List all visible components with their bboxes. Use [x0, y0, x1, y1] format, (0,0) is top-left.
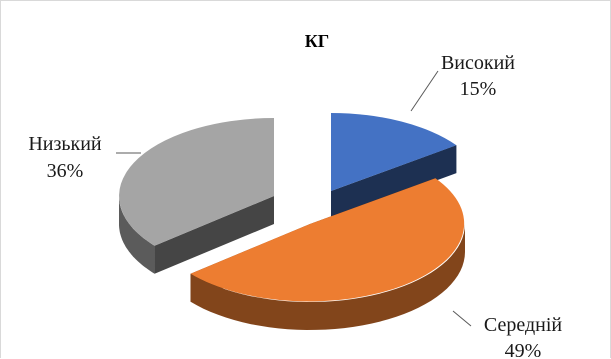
slice-label-high: Високий 15%: [441, 52, 515, 100]
slice-high-wall-end: [331, 145, 457, 219]
slice-label-high-value: 15%: [460, 78, 497, 100]
chart-title: КГ: [305, 31, 330, 51]
slice-label-high-name: Високий: [441, 52, 515, 74]
slice-label-medium-value: 49%: [505, 340, 542, 359]
slice-low: [119, 118, 274, 274]
slice-low-top: [119, 118, 274, 246]
slice-medium-top: [190, 178, 465, 302]
leader-line-medium: [452, 310, 472, 327]
leader-lines: [116, 70, 472, 327]
slice-low-side: [119, 196, 155, 274]
slice-label-medium: Середній 49%: [484, 314, 563, 359]
slice-low-wall-start: [154, 196, 274, 274]
slice-label-low: Низький 36%: [28, 133, 102, 182]
slice-medium: [190, 178, 465, 330]
slice-medium-side: [190, 224, 465, 330]
slice-high: [331, 113, 457, 219]
pie-slices: [119, 113, 465, 330]
leader-line-high: [410, 70, 439, 112]
slice-label-medium-name: Середній: [484, 314, 563, 336]
slice-label-low-name: Низький: [28, 133, 102, 155]
slice-label-low-value: 36%: [47, 160, 84, 182]
slice-high-top: [331, 113, 457, 191]
